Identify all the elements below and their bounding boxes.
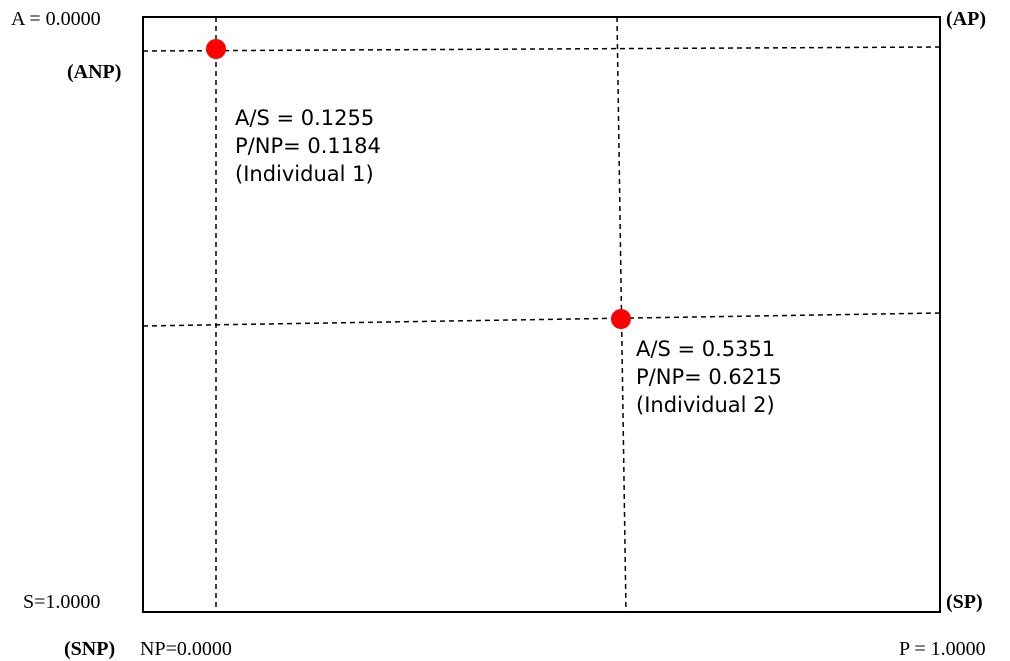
label-anp: (ANP) — [67, 61, 122, 83]
label-np-zero: NP=0.0000 — [140, 638, 232, 660]
label-ap: (AP) — [946, 8, 986, 30]
individual-1-as: A/S = 0.1255 — [235, 106, 375, 130]
guide-horizontal-individual-1 — [142, 46, 941, 52]
point-individual-1 — [206, 39, 226, 59]
label-snp: (SNP) — [64, 638, 116, 660]
individual-2-as: A/S = 0.5351 — [636, 337, 776, 361]
individual-1-pnp: P/NP= 0.1184 — [235, 134, 381, 158]
guide-horizontal-individual-2 — [142, 312, 941, 327]
annotation-individual-2: A/S = 0.5351 P/NP= 0.6215 (Individual 2) — [636, 335, 782, 419]
plot-frame — [142, 16, 941, 613]
label-sp: (SP) — [946, 591, 983, 613]
individual-2-name: (Individual 2) — [636, 393, 775, 417]
label-a-zero: A = 0.0000 — [11, 8, 101, 30]
individual-2-pnp: P/NP= 0.6215 — [636, 365, 782, 389]
annotation-individual-1: A/S = 0.1255 P/NP= 0.1184 (Individual 1) — [235, 104, 381, 188]
label-s-one: S=1.0000 — [23, 591, 101, 613]
point-individual-2 — [611, 309, 631, 329]
individual-1-name: (Individual 1) — [235, 162, 374, 186]
label-p-one: P = 1.0000 — [899, 638, 986, 660]
